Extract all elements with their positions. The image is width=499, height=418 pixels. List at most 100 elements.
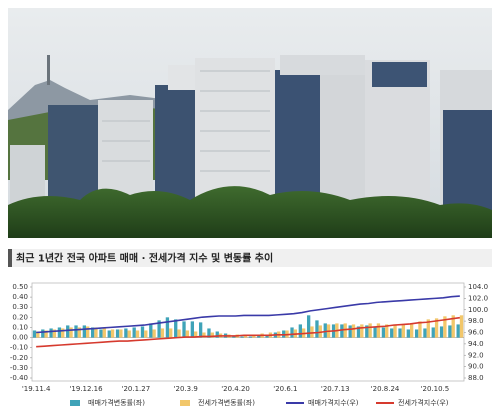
bar [360,324,364,338]
bar [77,327,82,338]
bar [82,325,86,338]
bar [434,318,439,338]
bar [36,331,40,338]
y-tick-label: 0.40 [12,293,28,301]
x-tick-label: '20.1.27 [122,385,151,393]
bar [152,329,156,338]
bar [110,329,115,338]
y2-tick-label: 100.0 [468,306,488,314]
bar [185,330,190,338]
bar [102,328,106,338]
bar [41,329,45,338]
y-tick-label: 0.20 [12,313,28,321]
x-tick-label: '20.6.1 [273,385,297,393]
y2-tick-label: 98.0 [468,317,484,325]
bar [351,324,356,338]
legend-label: 전세가격지수(우) [398,398,449,407]
bar [418,321,422,338]
bar [448,325,452,338]
plot-frame [31,282,465,382]
bar [190,321,194,338]
bar [90,327,95,338]
y-tick-label: -0.20 [10,354,28,362]
y2-tick-label: 94.0 [468,340,484,348]
bar [52,329,57,338]
bar [165,317,170,338]
bar [57,327,62,338]
bar [160,328,165,338]
bar [140,326,145,338]
bar [390,328,394,338]
bar [144,330,148,338]
y2-tick-label: 92.0 [468,351,484,359]
bar [257,335,261,338]
bar [61,328,65,338]
bar [406,329,410,338]
bar [107,330,111,338]
bar [49,328,53,338]
y-tick-label: 0.50 [12,283,28,291]
bar [423,328,427,338]
legend-label: 매매가격변동률(좌) [88,398,145,407]
x-tick-label: '20.7.13 [321,385,350,393]
y2-tick-label: 104.0 [468,283,488,291]
bar [177,329,181,338]
bar [343,323,347,338]
bar [248,336,253,338]
bar [414,329,419,338]
bar [99,329,103,338]
bar [340,324,344,338]
bar [198,322,203,338]
bar [306,315,311,338]
photo [8,8,492,238]
legend-swatch [180,400,190,406]
x-tick-label: '19.12.16 [69,385,103,393]
bar [132,327,136,338]
y2-tick-label: 96.0 [468,329,484,337]
bar [443,316,447,338]
bar [368,323,372,338]
bar [66,325,70,338]
bar [323,323,327,338]
bar [315,320,319,338]
bar [439,326,444,338]
x-tick-label: '20.8.24 [371,385,400,393]
bar [410,323,414,338]
bar [174,319,178,338]
bar [451,315,455,338]
bar [215,331,219,338]
chart-title: 최근 1년간 전국 아파트 매매 · 전세가격 지수 및 변동률 추이 [16,252,273,265]
bar [393,324,397,338]
bar [115,329,120,338]
y-tick-label: 0.10 [12,323,28,331]
bar [44,330,48,338]
x-tick-label: '20.4.20 [221,385,250,393]
legend-label: 전세가격변동률(좌) [198,398,255,407]
bar [207,328,211,338]
bar [149,323,153,338]
x-tick-label: '20.3.9 [174,385,198,393]
bar [32,330,37,338]
bar [298,324,302,338]
bar [348,325,352,338]
bar [119,329,123,338]
bar [182,321,186,338]
bar [381,327,386,338]
x-tick-label: '20.10.5 [421,385,450,393]
bar [376,323,381,338]
chart-title-bar: 최근 1년간 전국 아파트 매매 · 전세가격 지수 및 변동률 추이 [8,249,492,267]
bar [365,325,369,338]
line [36,316,460,348]
bar [426,319,430,338]
bar [157,320,161,338]
bar [240,336,244,338]
bar [202,332,206,338]
legend-label: 매매가격지수(우) [308,398,359,407]
bar [290,327,294,338]
bar [86,326,90,338]
bar [127,330,131,338]
bar [401,324,406,338]
y-tick-label: 0.00 [12,334,28,342]
bar [135,330,140,338]
